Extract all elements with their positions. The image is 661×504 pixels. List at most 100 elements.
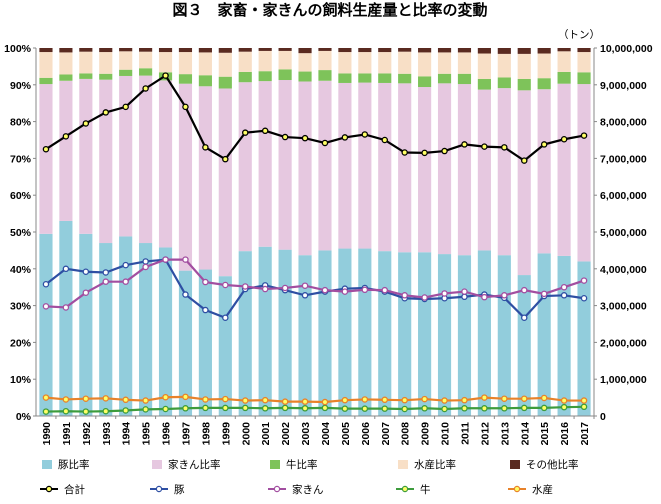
bar-segment-3-1992 (79, 51, 93, 74)
line-point-0-1994 (122, 103, 129, 111)
x-tick-label: 2006 (360, 422, 372, 446)
legend-label: 豚比率 (58, 458, 90, 471)
bar-segment-2-2007 (378, 73, 392, 83)
bar-segment-1-2010 (437, 83, 452, 255)
bar-segment-0-2006 (358, 248, 372, 416)
bar-segment-0-2000 (238, 251, 252, 416)
bar-segment-1-2016 (557, 83, 571, 256)
line-point-4-2015 (540, 394, 548, 402)
bar-segment-3-2014 (517, 53, 531, 79)
legend-label: 牛 (420, 483, 431, 496)
bar-segment-3-2002 (278, 50, 292, 70)
bar-segment-3-2006 (358, 52, 372, 74)
line-point-2-2006 (361, 286, 369, 294)
bar-segment-3-1991 (59, 52, 73, 75)
line-point-2-1991 (62, 304, 70, 311)
bar-segment-0-2002 (278, 249, 292, 416)
right-tick-label: 4,000,000 (600, 264, 647, 276)
line-point-0-1998 (202, 144, 209, 151)
right-tick-label: 6,000,000 (600, 190, 647, 202)
right-tick-label: 8,000,000 (600, 117, 647, 129)
right-tick-label: 3,000,000 (600, 301, 647, 313)
bar-segment-0-2011 (457, 255, 472, 416)
x-tick-label: 1994 (121, 422, 133, 446)
line-point-0-2001 (261, 127, 269, 135)
line-point-0-2007 (381, 136, 388, 144)
bar-segment-2-2008 (398, 73, 412, 84)
line-point-1-2016 (560, 292, 568, 299)
bar-segment-2-1995 (139, 68, 153, 76)
legend-swatch (398, 460, 408, 469)
x-tick-label: 1992 (81, 422, 93, 446)
x-tick-label: 2009 (420, 422, 432, 446)
legend-label: 牛比率 (286, 458, 318, 471)
bar-segment-0-1995 (139, 243, 153, 416)
line-point-1-1991 (62, 265, 70, 273)
bar-segment-2-1997 (178, 74, 193, 84)
line-point-1-1997 (182, 291, 189, 298)
bar-segment-0-2015 (537, 253, 551, 416)
bar-segment-1-2006 (358, 82, 372, 249)
line-point-1-2014 (521, 314, 528, 321)
bar-segment-3-1997 (178, 52, 193, 75)
bar-segment-4-1999 (218, 48, 232, 53)
x-tick-label: 2017 (579, 422, 591, 446)
left-tick-label: 10% (10, 374, 32, 386)
line-series-2 (45, 258, 585, 309)
x-tick-label: 1999 (220, 422, 232, 446)
line-point-2-2011 (461, 288, 468, 295)
line-point-2-2012 (481, 293, 488, 301)
bar-segment-3-2003 (298, 53, 312, 72)
line-point-0-2014 (521, 157, 528, 164)
bar-segment-1-2009 (418, 87, 432, 253)
bar-segment-0-1999 (218, 276, 232, 416)
line-point-2-1992 (82, 289, 90, 296)
bar-segment-4-1997 (178, 48, 193, 53)
bar-segment-1-2003 (298, 81, 312, 256)
bar-segment-3-2005 (338, 52, 352, 74)
bar-segment-4-2000 (238, 48, 252, 52)
line-point-1-1999 (222, 314, 229, 321)
line-point-2-2015 (540, 290, 548, 298)
x-tick-label: 1991 (61, 422, 73, 446)
line-point-3-2011 (461, 405, 468, 412)
bar-segment-3-2013 (497, 53, 511, 78)
bar-segment-0-2016 (557, 255, 571, 416)
right-tick-label: 10,000,000 (600, 43, 653, 55)
line-point-2-2008 (401, 292, 408, 299)
bar-segment-0-2012 (477, 250, 491, 416)
line-point-3-2005 (341, 405, 349, 412)
bar-segment-2-2002 (278, 69, 292, 81)
bar-segment-1-2005 (338, 82, 352, 249)
x-tick-label: 2016 (559, 422, 571, 446)
bar-segment-0-1993 (99, 243, 113, 416)
line-point-0-1996 (162, 72, 169, 79)
bar-segment-1-2002 (278, 80, 292, 250)
bar-segment-1-1990 (39, 84, 53, 234)
line-point-4-2006 (361, 396, 369, 403)
line-point-4-1993 (102, 395, 110, 402)
line-point-0-2013 (501, 144, 508, 151)
line-point-0-2005 (341, 134, 349, 141)
line-point-4-2014 (521, 395, 528, 402)
line-point-4-2010 (441, 397, 448, 404)
line-point-2-2005 (341, 288, 349, 295)
line-point-2-2016 (560, 283, 568, 291)
line-point-3-1991 (62, 407, 70, 415)
line-point-0-2010 (441, 147, 448, 155)
bar-segment-0-2003 (298, 255, 312, 416)
bar-segment-1-2001 (258, 81, 272, 247)
line-point-0-1992 (82, 120, 90, 127)
bar-segment-2-2016 (557, 71, 571, 84)
bar-segment-2-2001 (258, 71, 272, 82)
bar-segment-2-2009 (418, 76, 432, 88)
legend-label: 水産 (532, 483, 553, 496)
line-point-2-1998 (202, 278, 209, 286)
line-point-4-1990 (42, 394, 50, 401)
line-point-1-1993 (102, 269, 110, 276)
line-point-4-2005 (341, 396, 349, 404)
bar-segment-4-2016 (557, 48, 571, 52)
bar-segment-2-2000 (238, 71, 252, 83)
line-point-4-2001 (261, 396, 269, 404)
line-point-3-1999 (222, 404, 229, 412)
